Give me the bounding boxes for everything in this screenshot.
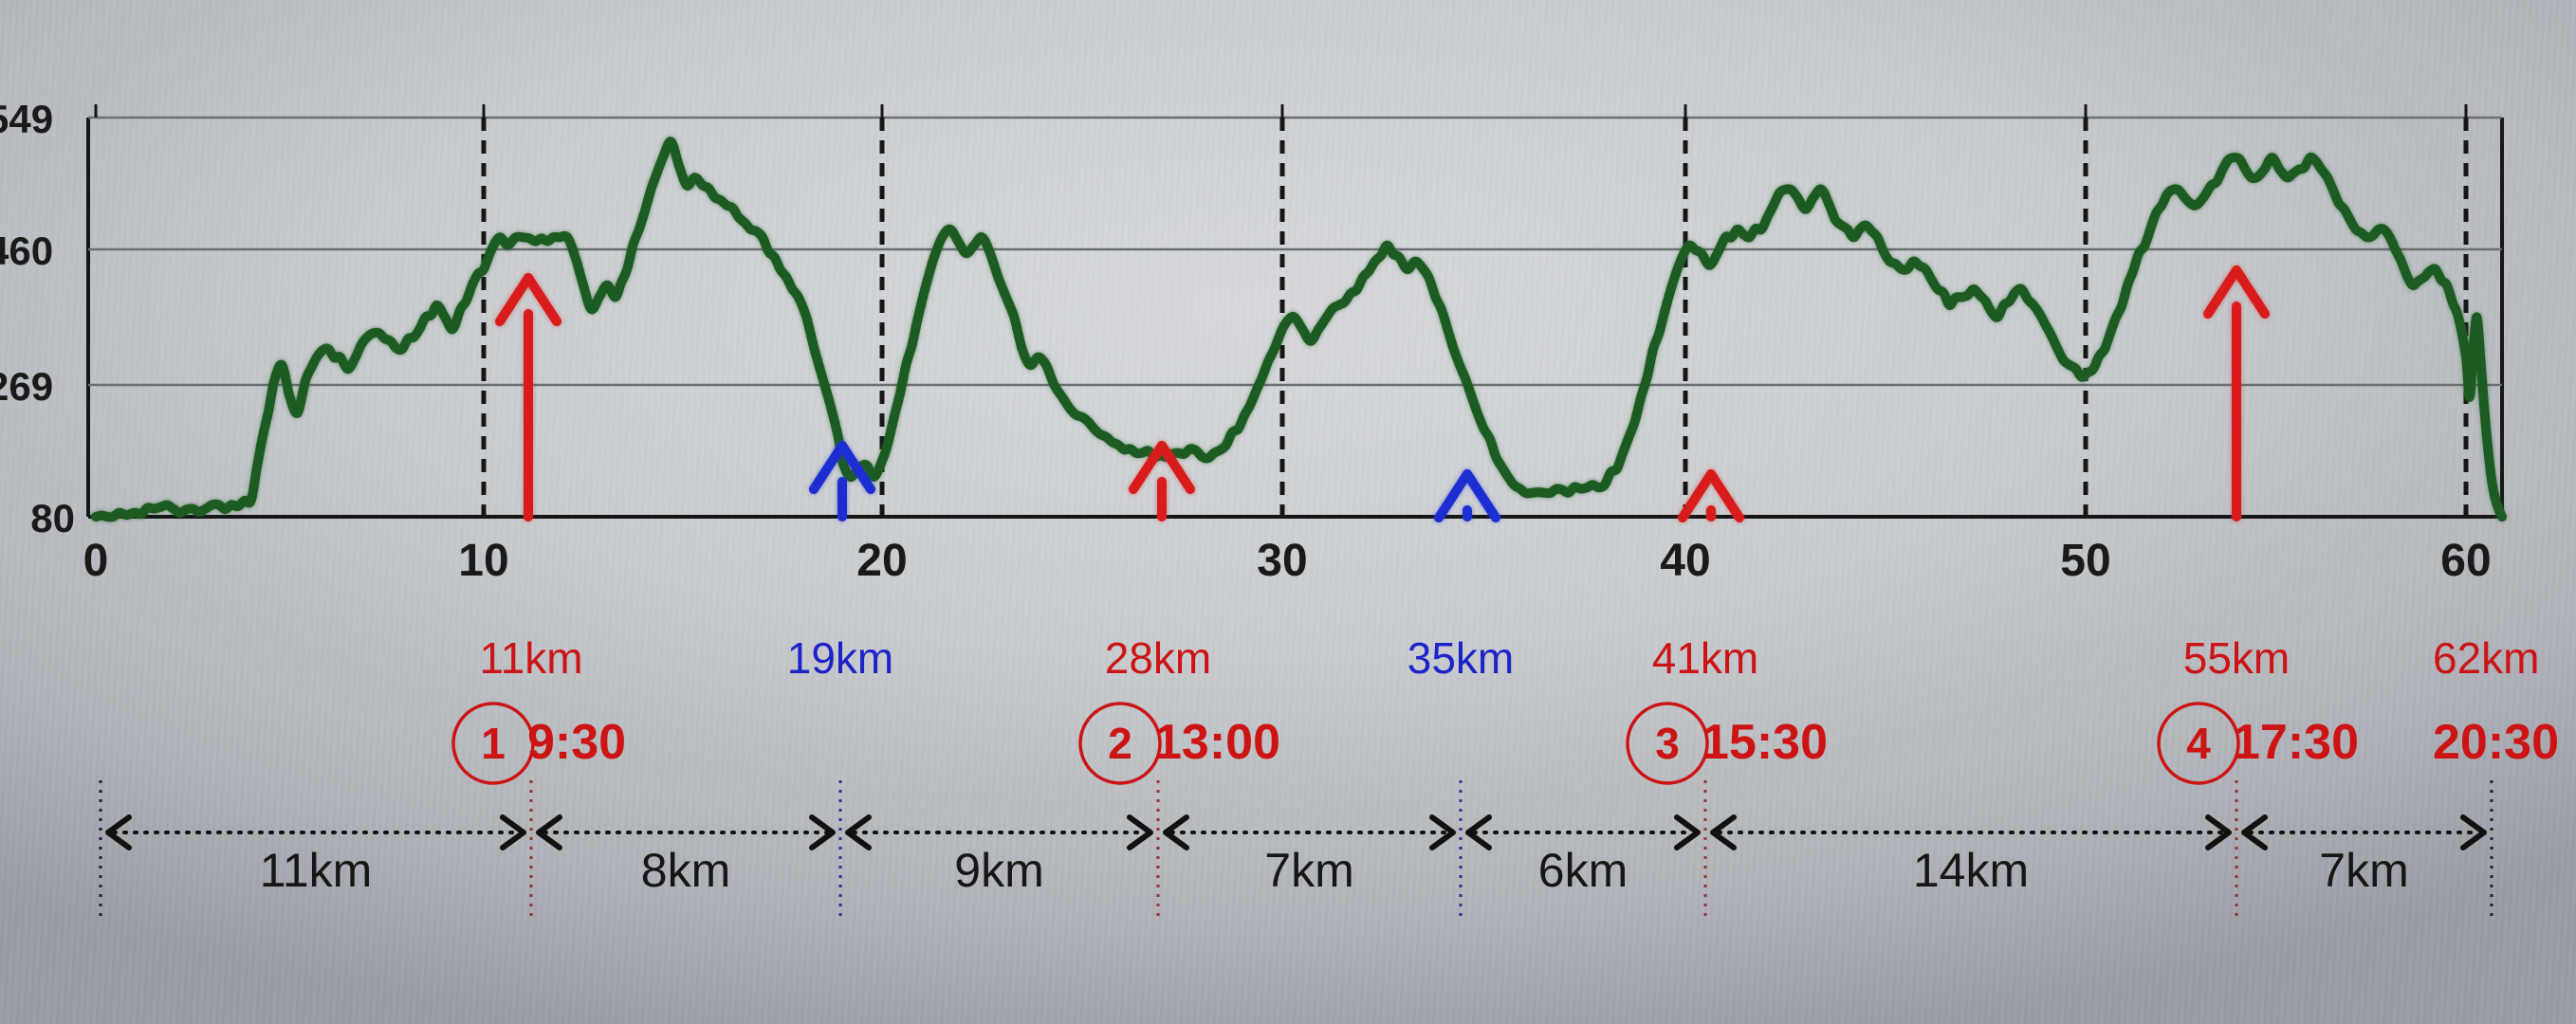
svg-text:10: 10 <box>458 536 508 586</box>
svg-text:4: 4 <box>2186 719 2211 768</box>
svg-text:2: 2 <box>1108 719 1132 768</box>
svg-text:50: 50 <box>2060 536 2110 586</box>
svg-text:14km: 14km <box>1913 844 2029 897</box>
svg-text:7km: 7km <box>2319 844 2408 897</box>
svg-text:549: 549 <box>0 97 53 141</box>
svg-text:9km: 9km <box>954 844 1043 897</box>
svg-text:80: 80 <box>30 496 75 540</box>
svg-text:0: 0 <box>83 536 109 586</box>
svg-text:269: 269 <box>0 364 53 409</box>
svg-text:20:30: 20:30 <box>2433 715 2559 770</box>
svg-text:28km: 28km <box>1105 633 1211 683</box>
svg-text:62km: 62km <box>2433 633 2539 683</box>
svg-text:460: 460 <box>0 229 53 273</box>
svg-text:6km: 6km <box>1538 844 1628 897</box>
svg-text:15:30: 15:30 <box>1702 715 1828 770</box>
svg-text:40: 40 <box>1660 536 1710 586</box>
svg-text:20: 20 <box>856 536 907 586</box>
svg-text:60: 60 <box>2440 536 2491 586</box>
svg-text:1: 1 <box>481 719 506 768</box>
svg-text:3: 3 <box>1655 719 1680 768</box>
svg-text:13:00: 13:00 <box>1154 715 1280 770</box>
svg-text:7km: 7km <box>1264 844 1353 897</box>
svg-text:8km: 8km <box>641 844 730 897</box>
svg-text:41km: 41km <box>1652 633 1758 683</box>
svg-text:55km: 55km <box>2183 633 2290 683</box>
svg-text:19km: 19km <box>787 633 893 683</box>
svg-text:9:30: 9:30 <box>527 715 626 770</box>
svg-text:17:30: 17:30 <box>2233 715 2359 770</box>
svg-text:11km: 11km <box>479 633 582 683</box>
svg-text:30: 30 <box>1257 536 1307 586</box>
svg-text:11km: 11km <box>260 844 373 897</box>
svg-text:35km: 35km <box>1408 633 1514 683</box>
